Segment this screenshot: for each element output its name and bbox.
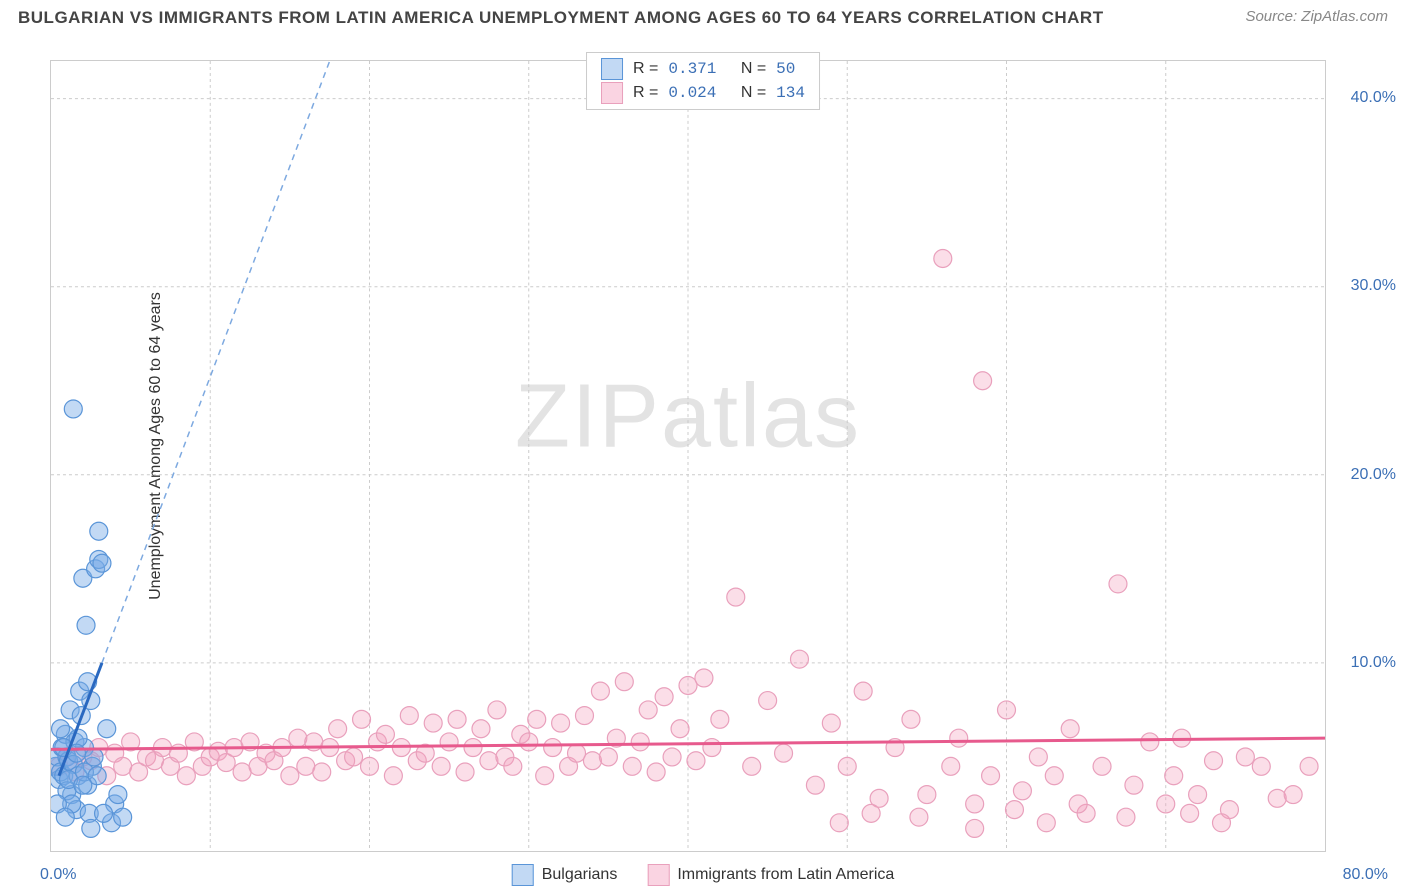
chart-plot-area: ZIPatlas (50, 60, 1326, 852)
n-label: N = (741, 81, 766, 105)
swatch-blue-icon (512, 864, 534, 886)
y-tick-40: 40.0% (1351, 89, 1396, 107)
legend-label-1: Bulgarians (542, 866, 618, 884)
r-value-2: 0.024 (668, 81, 716, 105)
bottom-legend: Bulgarians Immigrants from Latin America (512, 864, 895, 886)
stats-row-2: R = 0.024 N = 134 (601, 81, 805, 105)
swatch-pink-icon (647, 864, 669, 886)
y-tick-20: 20.0% (1351, 466, 1396, 484)
legend-item-1: Bulgarians (512, 864, 618, 886)
y-tick-10: 10.0% (1351, 654, 1396, 672)
n-value-1: 50 (776, 57, 795, 81)
y-tick-30: 30.0% (1351, 277, 1396, 295)
scatter-svg (51, 61, 1325, 851)
r-value-1: 0.371 (668, 57, 716, 81)
n-value-2: 134 (776, 81, 805, 105)
r-label: R = (633, 57, 658, 81)
r-label: R = (633, 81, 658, 105)
swatch-pink-icon (601, 82, 623, 104)
stats-legend-box: R = 0.371 N = 50 R = 0.024 N = 134 (586, 52, 820, 110)
x-tick-80: 80.0% (1343, 866, 1388, 884)
stats-row-1: R = 0.371 N = 50 (601, 57, 805, 81)
chart-title: BULGARIAN VS IMMIGRANTS FROM LATIN AMERI… (18, 8, 1104, 28)
n-label: N = (741, 57, 766, 81)
legend-item-2: Immigrants from Latin America (647, 864, 894, 886)
x-tick-0: 0.0% (40, 866, 76, 884)
legend-label-2: Immigrants from Latin America (677, 866, 894, 884)
source-label: Source: ZipAtlas.com (1245, 8, 1388, 25)
swatch-blue-icon (601, 58, 623, 80)
